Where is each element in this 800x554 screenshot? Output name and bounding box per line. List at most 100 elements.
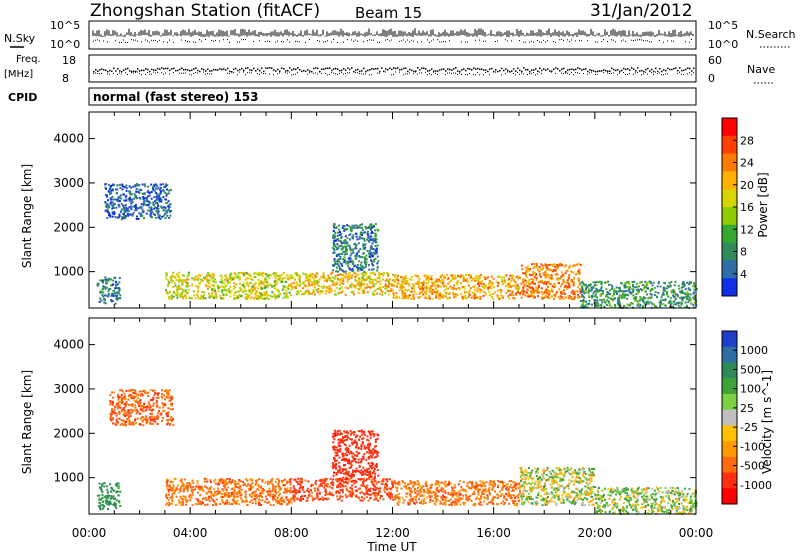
power-cell [430,281,433,284]
power-cell [277,289,280,292]
velocity-cell [276,477,279,480]
freq-point [553,68,555,70]
power-cell [316,283,319,286]
power-cell [424,288,427,291]
power-cell [114,294,117,297]
power-cell [227,278,230,281]
freq-point [147,68,149,71]
power-band [331,223,380,273]
power-cell [662,291,665,294]
nsearch-dot [215,39,216,41]
power-cell [195,293,198,296]
nave-point [169,73,170,75]
power-cell [376,288,379,290]
power-cell [490,287,493,290]
power-cell [545,264,548,267]
power-cell [640,281,643,284]
power-cell [420,286,423,289]
power-cell [133,205,136,208]
nsearch-dot [141,41,142,43]
power-cell [372,251,375,254]
power-cell [223,282,226,285]
power-cell [559,297,562,300]
power-cell [322,271,325,274]
velocity-cell [118,501,121,504]
power-cell [629,291,632,294]
power-cell [666,294,669,297]
power-cell [165,272,168,275]
power-cell [541,281,544,284]
power-cell [683,284,686,287]
velocity-cell [111,403,114,406]
power-cell [355,280,358,282]
velocity-cell [139,408,142,411]
nave-point [657,73,658,75]
power-cell [121,188,124,191]
freq-point [93,70,95,73]
freq-point [615,69,617,72]
power-cell [156,194,159,197]
power-cell [647,287,649,290]
velocity-cell [254,502,257,505]
velocity-cell [207,498,210,501]
power-cell [237,275,240,278]
nave-point [127,74,128,75]
power-cell [650,293,653,296]
power-cell [478,275,480,278]
power-cell [206,278,209,281]
power-cell [254,286,257,289]
power-cell [322,274,325,277]
nave-point [245,74,246,76]
power-cell [108,214,110,217]
velocity-cell [214,482,217,485]
velocity-cell [145,415,148,418]
velocity-cell [155,400,158,403]
power-cell [173,290,176,293]
power-cell [618,302,621,305]
velocity-cell [152,419,155,422]
velocity-cell [255,497,258,500]
nave-point [667,73,668,75]
power-cell [607,291,610,294]
power-cell [147,189,150,192]
power-cell [153,196,156,199]
power-cell [222,293,225,296]
power-cell [372,271,375,274]
power-cell [505,285,508,287]
nsearch-dot [545,41,546,43]
freq-point [359,70,361,73]
nsearch-dot [287,39,288,41]
power-cell [692,296,695,299]
power-cell [521,289,524,292]
velocity-cell [163,390,166,392]
power-cell [344,239,347,242]
nsearch-dot [119,41,120,43]
power-cell [166,214,169,217]
power-cell [545,275,548,278]
power-cell [673,292,676,295]
freq-point [667,67,669,70]
power-cell [230,289,233,292]
power-cell [534,282,537,285]
power-cell [657,291,660,294]
power-cell [284,294,287,297]
power-cell [586,291,589,294]
nave-point [643,73,644,75]
power-cell [693,291,695,294]
power-cell [299,275,302,278]
power-cell [509,274,512,277]
power-cell [320,285,323,288]
power-cell [624,282,627,285]
power-cell [353,264,356,267]
power-cell [355,253,358,255]
power-cell [233,285,235,288]
power-cell [620,290,623,293]
power-cell [199,297,202,300]
nave-point [633,73,634,75]
power-cell [153,200,156,203]
power-cell [290,294,293,297]
nsearch-dot [401,40,402,42]
freq-point [491,67,493,70]
power-cell [429,291,432,294]
power-cell [387,279,390,282]
